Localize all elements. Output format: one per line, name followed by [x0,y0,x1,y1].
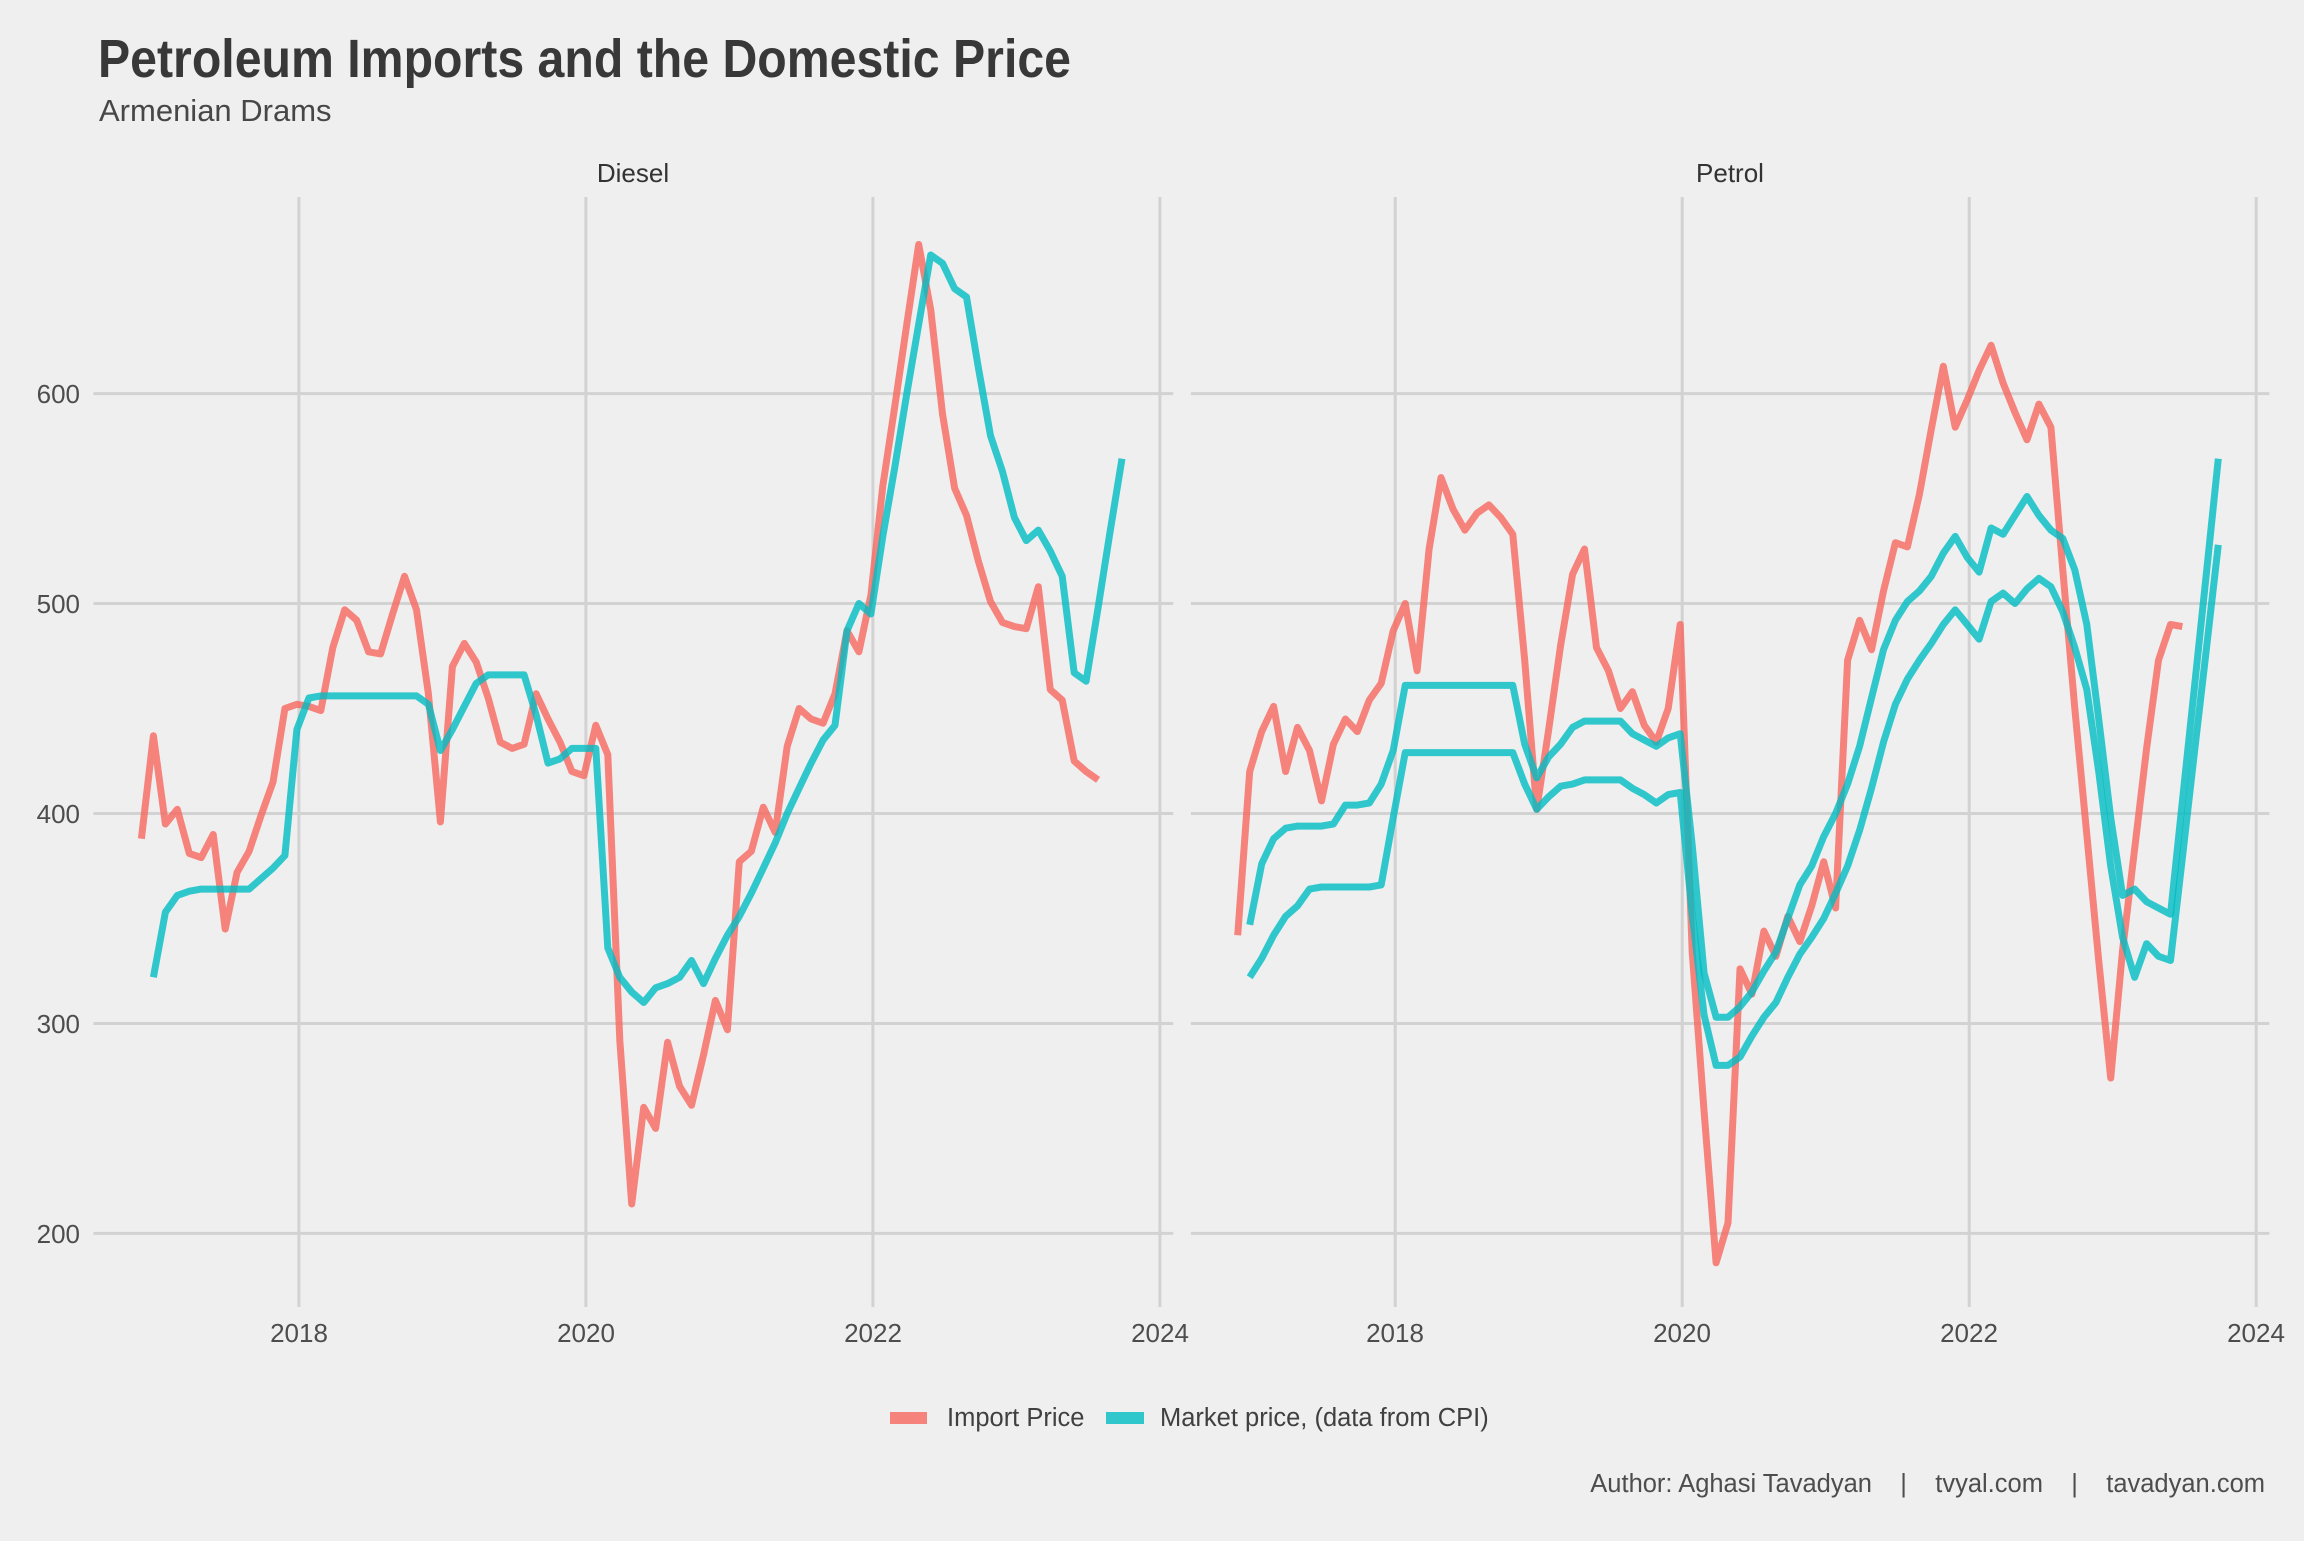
svg-text:600: 600 [37,379,80,409]
svg-text:Diesel: Diesel [597,158,669,188]
svg-text:Author: Aghasi Tavadyan |: Author: Aghasi Tavadyan | tvyal.com | ta… [1590,1470,2265,1498]
svg-text:400: 400 [37,799,80,829]
svg-text:2020: 2020 [1653,1318,1711,1348]
svg-text:Petrol: Petrol [1696,158,1764,188]
svg-text:2022: 2022 [844,1318,902,1348]
svg-text:500: 500 [37,589,80,619]
svg-text:Market price, (data from CPI): Market price, (data from CPI) [1160,1404,1489,1432]
svg-text:200: 200 [37,1219,80,1249]
svg-text:Armenian Drams: Armenian Drams [99,93,332,128]
svg-text:2024: 2024 [1131,1318,1189,1348]
svg-text:2018: 2018 [1366,1318,1424,1348]
svg-text:2018: 2018 [270,1318,328,1348]
svg-text:Import Price: Import Price [947,1404,1084,1432]
svg-text:2024: 2024 [2227,1318,2285,1348]
svg-text:2020: 2020 [557,1318,615,1348]
svg-text:2022: 2022 [1940,1318,1998,1348]
svg-text:300: 300 [37,1009,80,1039]
svg-text:Petroleum Imports and the Dome: Petroleum Imports and the Domestic Price [98,29,1071,89]
